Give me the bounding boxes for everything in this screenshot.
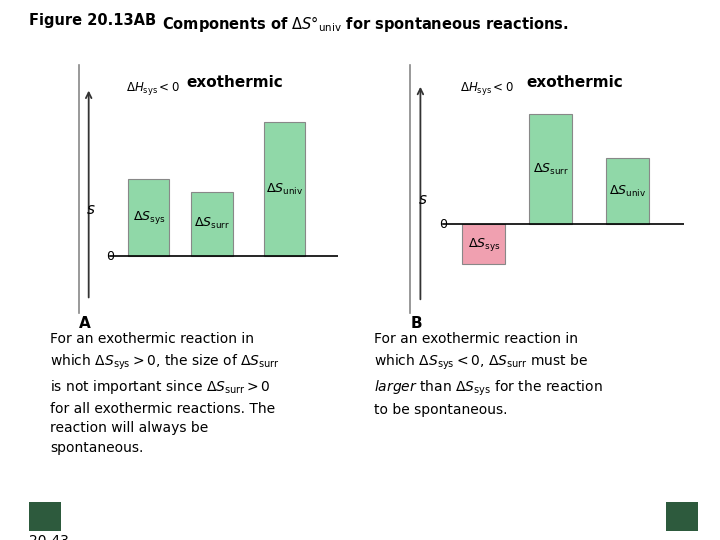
Bar — [606, 158, 649, 225]
Text: Components of $\Delta S°_{\mathrm{univ}}$ for spontaneous reactions.: Components of $\Delta S°_{\mathrm{univ}}… — [162, 14, 569, 33]
Text: For an exothermic reaction in
which $\Delta S_{\mathrm{sys}} > 0$, the size of $: For an exothermic reaction in which $\De… — [50, 332, 280, 455]
Text: $\Delta S_{\mathrm{sys}}$: $\Delta S_{\mathrm{sys}}$ — [467, 236, 500, 253]
Text: $s$: $s$ — [418, 192, 427, 207]
Text: 0: 0 — [439, 218, 447, 231]
Text: For an exothermic reaction in
which $\Delta S_{\mathrm{sys}} < 0$, $\Delta S_{\m: For an exothermic reaction in which $\De… — [374, 332, 603, 417]
Text: A: A — [79, 316, 91, 331]
Text: exothermic: exothermic — [526, 75, 623, 90]
Bar — [529, 113, 572, 225]
Bar — [462, 225, 505, 265]
Text: $\Delta S_{\mathrm{sys}}$: $\Delta S_{\mathrm{sys}}$ — [132, 209, 165, 226]
Bar — [264, 122, 305, 256]
Text: B: B — [410, 316, 422, 331]
Text: $\Delta S_{\mathrm{univ}}$: $\Delta S_{\mathrm{univ}}$ — [266, 181, 303, 197]
Text: $\Delta H_{\mathrm{sys}} < 0$: $\Delta H_{\mathrm{sys}} < 0$ — [459, 80, 513, 97]
Text: 0: 0 — [106, 250, 114, 263]
Bar — [128, 179, 169, 256]
Text: 20-43: 20-43 — [29, 534, 68, 540]
Text: $\Delta S_{\mathrm{surr}}$: $\Delta S_{\mathrm{surr}}$ — [533, 161, 568, 177]
Bar — [192, 192, 233, 256]
Text: Figure 20.13AB: Figure 20.13AB — [29, 14, 156, 29]
Text: $\Delta H_{\mathrm{sys}} < 0$: $\Delta H_{\mathrm{sys}} < 0$ — [126, 80, 179, 97]
Text: exothermic: exothermic — [186, 75, 283, 90]
Text: $\Delta S_{\mathrm{univ}}$: $\Delta S_{\mathrm{univ}}$ — [609, 184, 646, 199]
Text: $\Delta S_{\mathrm{surr}}$: $\Delta S_{\mathrm{surr}}$ — [194, 217, 230, 232]
Text: $s$: $s$ — [86, 201, 95, 217]
